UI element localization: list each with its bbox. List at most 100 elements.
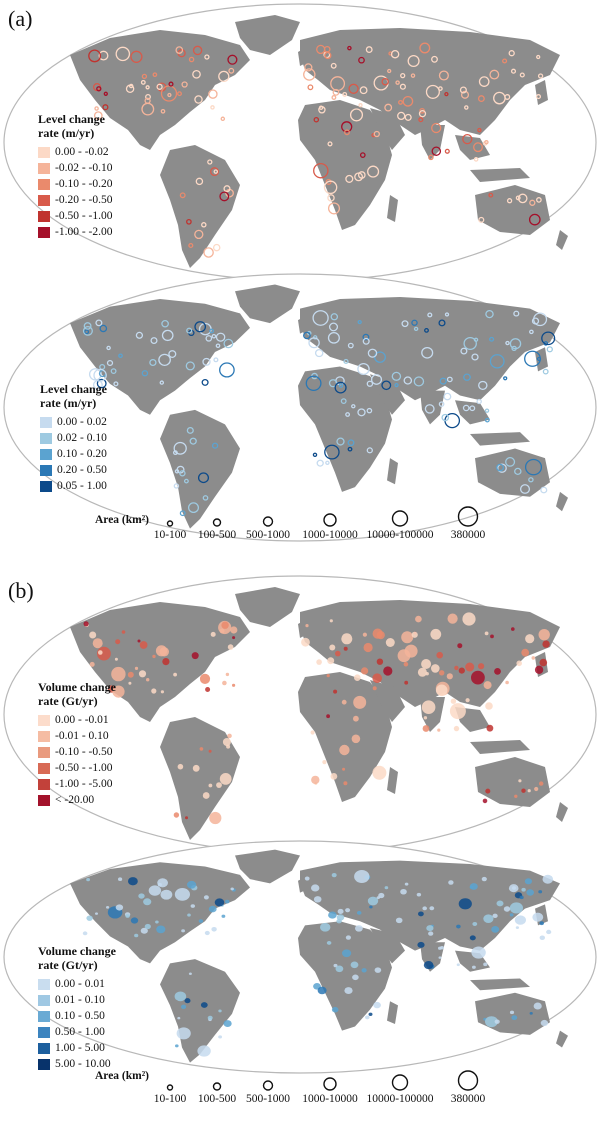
lake-marker (509, 913, 514, 917)
lake-marker (110, 368, 117, 374)
lake-marker (439, 670, 445, 676)
area-legend-circle (457, 506, 479, 527)
continent-eurasia (300, 600, 560, 707)
lake-marker (519, 72, 525, 78)
size-circle (262, 1080, 274, 1091)
continent-arabia (370, 680, 405, 722)
lake-marker (209, 328, 215, 334)
lake-marker (528, 477, 534, 483)
lake-marker (184, 998, 191, 1004)
lake-marker (342, 767, 346, 771)
lake-marker (344, 987, 353, 995)
lake-marker (141, 73, 148, 80)
lake-marker (230, 626, 238, 634)
lake-marker (539, 658, 548, 667)
lake-marker (95, 912, 98, 915)
lake-marker (89, 631, 97, 639)
lake-marker (482, 798, 488, 804)
lake-marker (139, 641, 148, 649)
legend-swatch (38, 1058, 50, 1070)
lake-marker (483, 681, 492, 690)
lake-marker (313, 896, 322, 903)
lake-marker (413, 376, 425, 387)
lake-marker (130, 50, 143, 63)
lake-marker (356, 910, 362, 915)
lake-marker (225, 899, 230, 904)
area-legend-item: 10000-100000 (355, 506, 445, 541)
lake-marker (366, 407, 373, 414)
lake-marker (218, 70, 230, 83)
legend-swatch (38, 210, 50, 222)
lake-marker (187, 502, 200, 514)
lake-marker (510, 68, 517, 74)
lake-marker (513, 310, 520, 317)
lake-marker (462, 612, 476, 626)
lake-marker (113, 381, 119, 387)
lake-marker (505, 340, 510, 346)
lake-marker (431, 122, 442, 134)
lake-marker (348, 83, 359, 94)
area-legend-item: 10000-100000 (355, 1070, 445, 1105)
lake-marker (537, 73, 544, 79)
area-legend-label: 500-1000 (245, 1093, 291, 1105)
lake-marker (438, 956, 442, 959)
lake-marker (337, 908, 344, 914)
lake-marker (157, 882, 162, 887)
lake-marker (481, 876, 487, 882)
area-legend-item: 1000-10000 (285, 506, 375, 541)
lake-marker (458, 667, 465, 674)
lake-marker (102, 104, 109, 111)
lake-marker (149, 359, 157, 367)
lake-marker (508, 50, 515, 57)
lake-marker (199, 673, 211, 684)
lake-marker (403, 661, 409, 667)
legend-swatch (38, 762, 50, 774)
lake-marker (99, 324, 108, 333)
lake-marker (145, 93, 151, 100)
lake-marker (438, 401, 445, 407)
lake-marker (181, 1004, 187, 1009)
legend-item: 0.01 - 0.10 (38, 992, 128, 1008)
lake-marker (359, 152, 366, 158)
lake-marker (311, 775, 320, 785)
lake-marker (363, 642, 373, 653)
lake-marker (447, 613, 458, 624)
lake-marker (431, 55, 438, 63)
legend-label: -0.10 - -0.20 (55, 178, 113, 190)
lake-marker (509, 1010, 515, 1015)
lake-marker (303, 331, 311, 340)
legend-label: -0.50 - -1.00 (55, 210, 113, 222)
legend-swatch (38, 714, 50, 726)
area-legend-item: 10-100 (125, 1070, 215, 1105)
size-circle (166, 520, 174, 527)
lake-marker (516, 660, 522, 667)
lake-marker (310, 730, 315, 735)
lake-marker (227, 733, 232, 739)
legend-swatch (38, 994, 50, 1006)
lake-marker (174, 887, 190, 901)
lake-marker (140, 927, 148, 934)
continent-greenland (235, 849, 300, 884)
legend-item: -0.10 - -0.50 (38, 744, 128, 760)
lake-marker (327, 331, 340, 344)
area-legend-title: Area (km²) (95, 514, 150, 526)
lake-marker (484, 631, 489, 636)
size-circle (457, 1070, 479, 1091)
lake-marker (411, 319, 418, 326)
legend-swatch (38, 1042, 50, 1054)
legend-a-increase: Level change rate (m/yr) 0.00 - 0.02 0.02… (40, 382, 130, 494)
lake-marker (436, 651, 444, 659)
lake-marker (215, 343, 221, 349)
lake-marker (524, 878, 533, 885)
lake-marker (338, 383, 344, 388)
lake-marker (536, 356, 542, 362)
lake-marker (524, 458, 543, 476)
lake-marker (331, 873, 337, 878)
lake-marker (216, 782, 222, 788)
lake-marker (450, 698, 457, 704)
land (70, 849, 568, 1063)
lake-marker (438, 946, 442, 950)
lake-marker (190, 904, 195, 908)
lake-marker (314, 348, 324, 358)
area-legend-item: 100-500 (172, 506, 262, 541)
